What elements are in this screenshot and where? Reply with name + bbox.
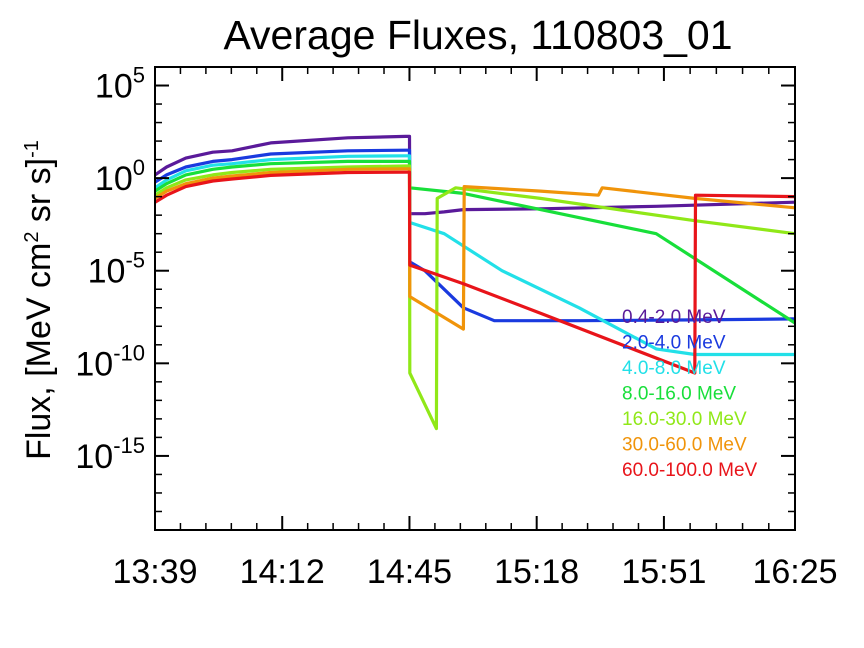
x-tick-label: 14:45: [367, 553, 452, 591]
legend-item-7: 60.0-100.0 MeV: [622, 460, 758, 481]
legend-item-6: 30.0-60.0 MeV: [622, 435, 747, 456]
series-line-5: [154, 164, 796, 431]
x-tick-label: 16:25: [752, 553, 837, 591]
ylabel-sup1: 2: [21, 232, 43, 243]
y-tick-label: 105: [95, 63, 145, 106]
series-line-3: [154, 154, 795, 357]
axes-layer: 13:39 14:12 14:45 15:18 15:51 16:25 105 100 10-5…: [75, 63, 837, 591]
legend-item-4: 8.0-16.0 MeV: [622, 384, 736, 405]
legend-item-3: 4.0-8.0 MeV: [622, 358, 726, 379]
series-line-2: [154, 148, 796, 323]
y-tick-label: 10-15: [75, 433, 145, 476]
y-tick-label: 100: [95, 155, 145, 198]
svg-text:Flux, [MeV cm2 sr s]-1: Flux, [MeV cm2 sr s]-1: [20, 140, 58, 460]
ylabel-main: Flux, [MeV cm: [20, 243, 58, 460]
y-tick-label: 10-5: [88, 248, 145, 291]
series-line-6: [154, 167, 796, 331]
series-line-7: [154, 170, 796, 375]
series-line-1: [154, 134, 796, 216]
legend-item-2: 2.0-4.0 MeV: [622, 333, 726, 354]
y-axis-label: Flux, [MeV cm2 sr s]-1: [20, 140, 58, 460]
x-tick-label: 15:51: [621, 553, 706, 591]
ylabel-sup2: -1: [21, 140, 43, 158]
y-tick-label: 10-10: [75, 340, 145, 383]
chart-title: Average Fluxes, 110803_01: [223, 12, 732, 58]
plot-frame: [154, 66, 796, 531]
legend-item-5: 16.0-30.0 MeV: [622, 409, 747, 430]
legend: 0.4-2.0 MeV 2.0-4.0 MeV 4.0-8.0 MeV 8.0-16.…: [622, 307, 758, 481]
x-tick-label: 13:39: [112, 553, 197, 591]
x-tick-label: 14:12: [240, 553, 325, 591]
ylabel-mid: sr s]: [20, 158, 58, 232]
series-line-4: [154, 159, 796, 325]
x-tick-label: 15:18: [494, 553, 579, 591]
legend-item-1: 0.4-2.0 MeV: [622, 307, 726, 328]
series-layer: [154, 134, 796, 431]
